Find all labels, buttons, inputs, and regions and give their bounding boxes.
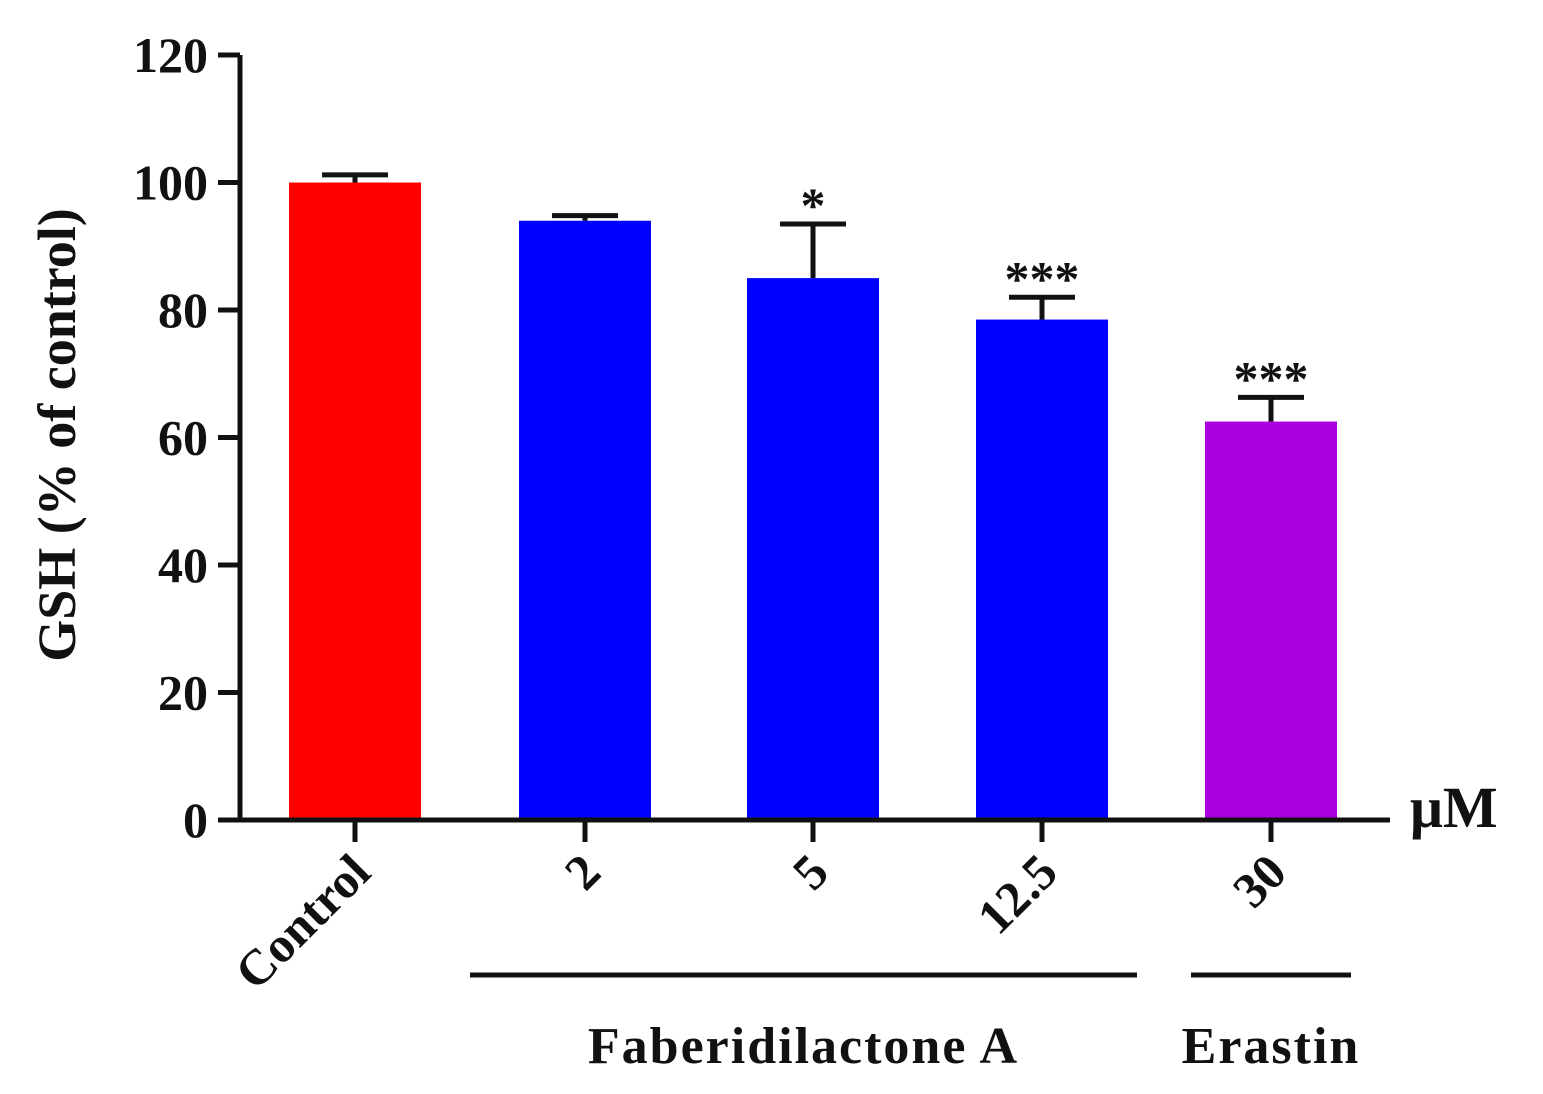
significance-layer: ******* xyxy=(801,177,1309,406)
y-tick-label: 100 xyxy=(133,155,208,211)
group-brackets-layer: Faberidilactone A Erastin xyxy=(470,972,1361,1075)
bar xyxy=(519,220,651,820)
x-category-label: 5 xyxy=(782,843,839,900)
error-bars-layer xyxy=(322,172,1304,422)
y-tick-label: 0 xyxy=(183,792,208,848)
y-tick-label: 80 xyxy=(158,282,208,338)
x-unit-label: μM xyxy=(1410,775,1498,840)
significance-marker: * xyxy=(801,177,826,233)
y-tick-label: 40 xyxy=(158,537,208,593)
x-category-label: 30 xyxy=(1222,843,1297,918)
significance-marker: *** xyxy=(1005,250,1080,306)
bars-layer xyxy=(289,182,1337,820)
bar xyxy=(976,319,1108,820)
y-tick-label: 120 xyxy=(133,27,208,83)
y-tick-label: 60 xyxy=(158,410,208,466)
x-category-label: 2 xyxy=(554,843,611,900)
x-category-label: 12.5 xyxy=(966,843,1067,944)
bar xyxy=(289,182,421,820)
group-label: Faberidilactone A xyxy=(588,1018,1019,1075)
significance-marker: *** xyxy=(1234,350,1309,406)
x-category-label: Control xyxy=(224,843,381,1000)
y-tick-label: 20 xyxy=(158,665,208,721)
bar xyxy=(747,278,879,820)
y-axis-title: GSH (% of control) xyxy=(27,208,87,661)
group-label: Erastin xyxy=(1182,1018,1361,1075)
y-ticks-layer: 0 20 40 60 80 100 120 xyxy=(133,27,240,848)
bar xyxy=(1205,421,1337,820)
